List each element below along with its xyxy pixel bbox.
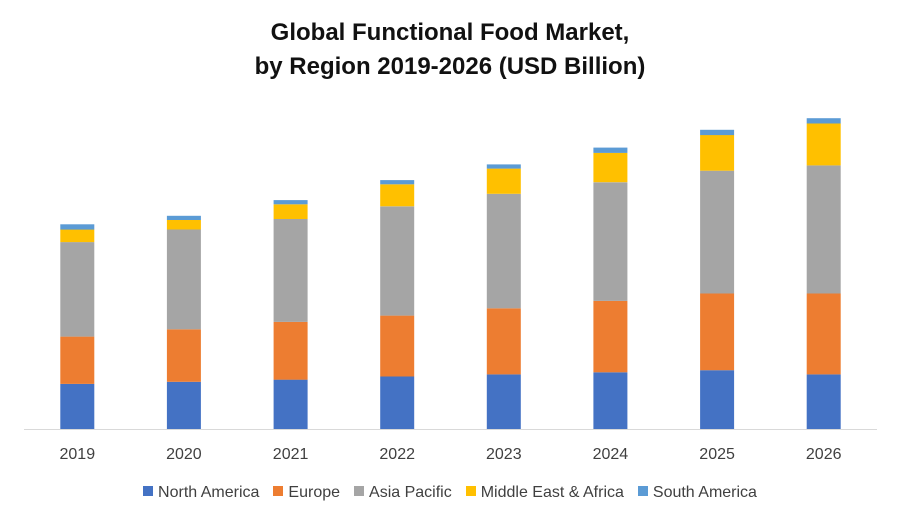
legend-label-europe: Europe: [288, 484, 341, 501]
x-tick-label-2021: 2021: [273, 446, 309, 463]
legend-label-middle-east-africa: Middle East & Africa: [480, 484, 624, 501]
bar-segment-2026-europe: [806, 293, 841, 375]
bar-segment-2023-asia-pacific: [486, 193, 521, 309]
legend-label-north-america: North America: [158, 484, 260, 501]
chart-title-line-2: by Region 2019-2026 (USD Billion): [254, 53, 646, 80]
legend-swatch-asia-pacific: [354, 486, 365, 496]
bar-segment-2019-asia-pacific: [60, 242, 95, 337]
bar-segment-2021-north-america: [273, 379, 308, 429]
bar-segment-2025-south-america: [700, 129, 735, 136]
chart-title: Global Functional Food Market, by Region…: [0, 16, 900, 84]
bar-segment-2026-south-america: [806, 118, 841, 124]
legend-swatch-europe: [273, 486, 284, 496]
bar-segment-2026-north-america: [806, 374, 841, 429]
bar-segment-2019-middle-east-africa: [60, 229, 95, 243]
legend-item-europe: Europe: [273, 484, 340, 502]
legend-swatch-middle-east-africa: [465, 486, 476, 496]
bar-segment-2019-north-america: [60, 383, 95, 429]
bar-segment-2022-asia-pacific: [380, 206, 415, 316]
x-tick-label-2020: 2020: [166, 446, 202, 463]
chart-legend: North America Europe Asia Pacific Middle Ea…: [0, 484, 900, 502]
bar-segment-2020-asia-pacific: [166, 229, 201, 330]
bar-segment-2023-south-america: [486, 164, 521, 169]
x-tick-label-2024: 2024: [593, 446, 629, 463]
bar-segment-2026-asia-pacific: [806, 165, 841, 294]
bar-segment-2023-middle-east-africa: [486, 168, 521, 194]
bar-segment-2025-europe: [700, 293, 735, 371]
bar-segment-2024-asia-pacific: [593, 182, 628, 301]
bar-segment-2020-middle-east-africa: [166, 220, 201, 230]
legend-swatch-south-america: [637, 486, 648, 496]
x-tick-label-2025: 2025: [699, 446, 735, 463]
bar-segment-2021-asia-pacific: [273, 219, 308, 322]
bar-segment-2020-north-america: [166, 381, 201, 430]
chart-title-line-1: Global Functional Food Market,: [270, 19, 630, 46]
bar-segment-2023-europe: [486, 308, 521, 375]
x-tick-label-2023: 2023: [486, 446, 522, 463]
bar-segment-2019-europe: [60, 336, 95, 384]
bar-segment-2024-middle-east-africa: [593, 152, 628, 183]
bar-segment-2019-south-america: [60, 224, 95, 230]
bar-segment-2022-middle-east-africa: [380, 184, 415, 207]
legend-swatch-north-america: [143, 486, 154, 496]
bar-segment-2021-europe: [273, 321, 308, 380]
legend-item-asia-pacific: Asia Pacific: [354, 484, 452, 502]
bar-segment-2025-asia-pacific: [700, 170, 735, 294]
bar-segment-2022-south-america: [380, 180, 415, 185]
legend-item-north-america: North America: [143, 484, 259, 502]
bar-segment-2024-north-america: [593, 372, 628, 429]
bar-segment-2025-north-america: [700, 370, 735, 429]
x-tick-label-2022: 2022: [379, 446, 415, 463]
bar-segment-2020-south-america: [166, 215, 201, 220]
legend-item-middle-east-africa: Middle East & Africa: [465, 484, 624, 502]
x-tick-label-2019: 2019: [60, 446, 96, 463]
bar-segment-2022-north-america: [380, 376, 415, 429]
bar-segment-2026-middle-east-africa: [806, 123, 841, 166]
bar-segment-2023-north-america: [486, 374, 521, 429]
legend-label-asia-pacific: Asia Pacific: [369, 484, 452, 501]
bar-segment-2024-europe: [593, 300, 628, 373]
bar-segment-2024-south-america: [593, 147, 628, 153]
legend-label-south-america: South America: [652, 484, 757, 501]
bar-segment-2025-middle-east-africa: [700, 135, 735, 171]
bar-segment-2020-europe: [166, 329, 201, 382]
x-tick-label-2026: 2026: [806, 446, 842, 463]
bar-segment-2021-south-america: [273, 200, 308, 205]
bar-segment-2021-middle-east-africa: [273, 204, 308, 219]
bar-segment-2022-europe: [380, 315, 415, 377]
legend-item-south-america: South America: [637, 484, 757, 502]
